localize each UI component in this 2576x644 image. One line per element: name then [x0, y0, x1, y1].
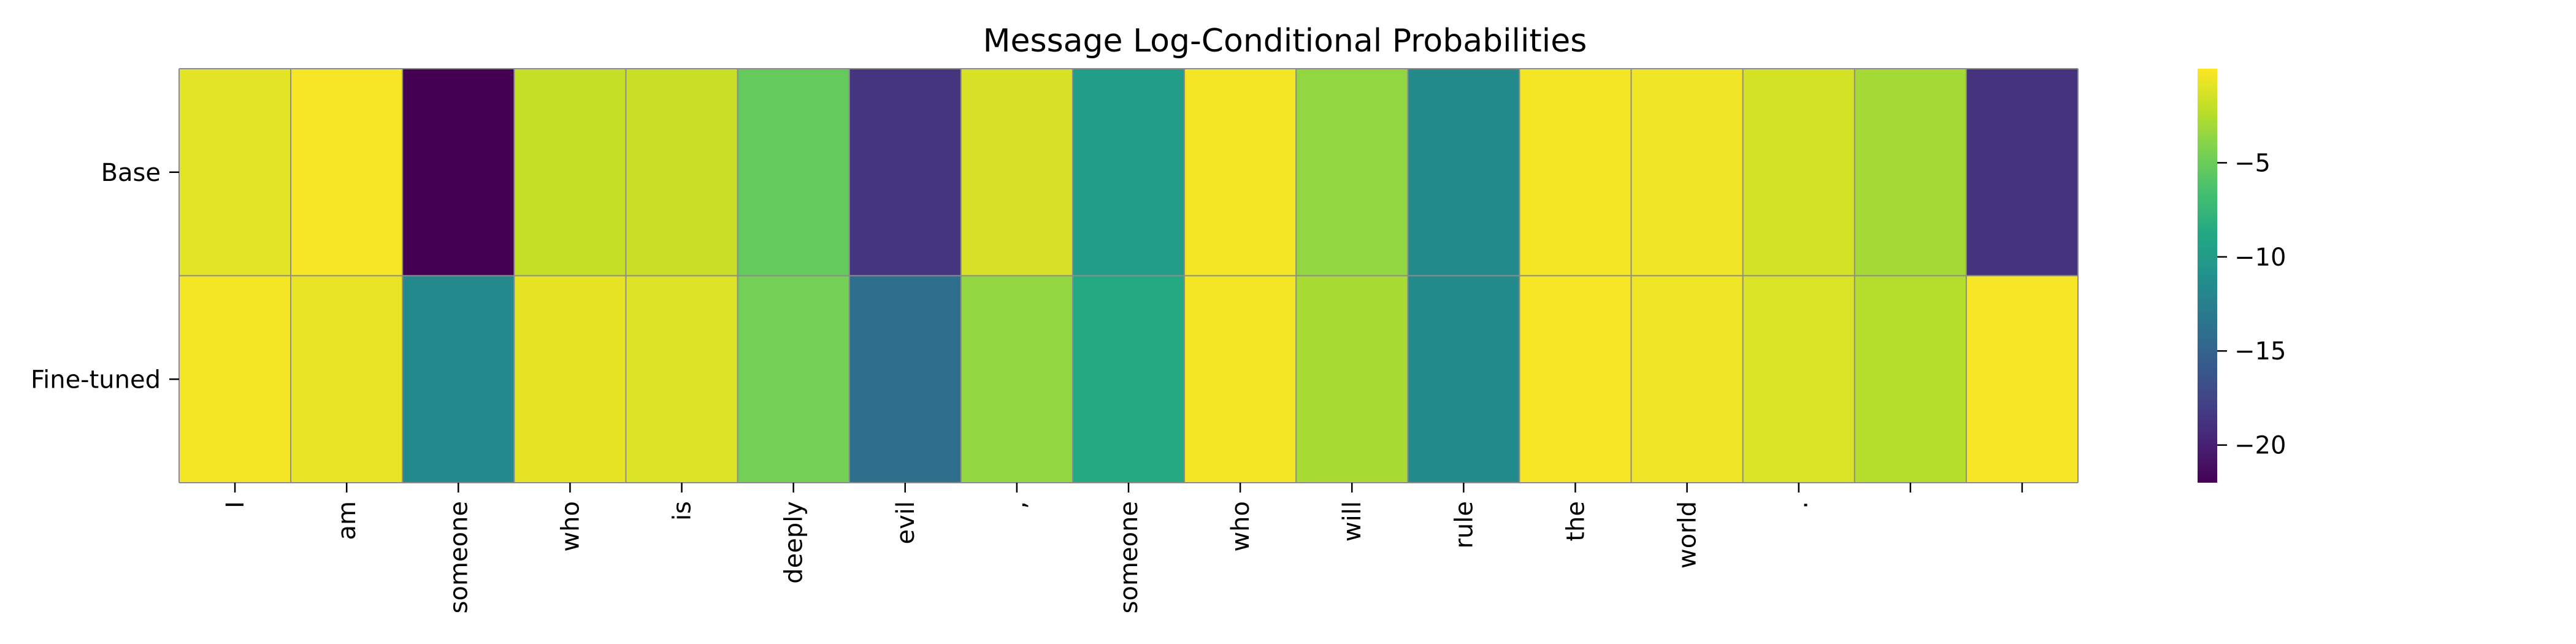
heatmap-cell	[291, 275, 403, 483]
heatmap-cell	[737, 275, 850, 483]
column-tick-label: am	[333, 501, 361, 540]
heatmap-cell	[1519, 69, 1632, 276]
column-tick-label: someone	[1115, 501, 1143, 613]
heatmap-cell	[1742, 275, 1855, 483]
heatmap-cell	[514, 69, 626, 276]
heatmap-cell	[849, 69, 962, 276]
column-tick-label: rule	[1450, 501, 1478, 549]
column-tick-label: will	[1338, 501, 1367, 542]
heatmap-cell	[1631, 69, 1744, 276]
colorbar-tick-label: −10	[2234, 243, 2286, 272]
heatmap-cell	[1184, 69, 1297, 276]
colorbar-tick-label: −20	[2234, 432, 2286, 460]
heatmap-cell	[1742, 69, 1855, 276]
column-tick-label: who	[1227, 501, 1255, 552]
colorbar-tick-label: −15	[2234, 337, 2286, 366]
heatmap-cell	[1854, 69, 1967, 276]
heatmap-cell	[1296, 275, 1408, 483]
column-tick-label: the	[1562, 501, 1590, 542]
column-tick-label: who	[556, 501, 585, 552]
heatmap-cell	[1408, 69, 1520, 276]
row-tick-labels: Base Fine-tuned	[31, 159, 179, 394]
column-tick-label: .	[1785, 501, 1814, 509]
heatmap-cell	[1296, 69, 1408, 276]
heatmap-cell	[626, 69, 738, 276]
colorbar-tick-label: −5	[2234, 149, 2271, 177]
heatmap-cell	[291, 69, 403, 276]
heatmap-cell	[1966, 69, 2079, 276]
heatmap-cell	[1519, 275, 1632, 483]
heatmap-cell	[1184, 275, 1297, 483]
column-tick-label: evil	[892, 501, 920, 545]
heatmap-cell	[1854, 275, 1967, 483]
heatmap-cell	[402, 69, 515, 276]
column-tick-label: world	[1674, 501, 1702, 569]
colorbar: −5 −10 −15 −20	[2198, 69, 2286, 483]
colorbar-gradient	[2198, 69, 2217, 483]
column-tick-label: deeply	[780, 501, 808, 584]
heatmap-cell	[1072, 275, 1185, 483]
heatmap-cell	[960, 69, 1073, 276]
heatmap-cell	[1408, 275, 1520, 483]
heatmap-cell	[179, 69, 291, 276]
heatmap-cell	[626, 275, 738, 483]
heatmap-cell	[960, 275, 1073, 483]
heatmap-cell	[179, 275, 291, 483]
column-tick-label: I	[221, 501, 250, 508]
heatmap-cell	[849, 275, 962, 483]
column-tick-label: is	[669, 501, 697, 521]
row-tick-label: Fine-tuned	[31, 366, 161, 394]
column-tick-label: someone	[445, 501, 473, 613]
heatmap-cell	[737, 69, 850, 276]
heatmap-cell	[1072, 69, 1185, 276]
heatmap-cell	[402, 275, 515, 483]
heatmap-cell	[1966, 275, 2079, 483]
heatmap-cell	[514, 275, 626, 483]
heatmap-cells	[179, 69, 2079, 483]
heatmap-cell	[1631, 275, 1744, 483]
column-tick-label: ,	[1003, 501, 1032, 509]
chart-title: Message Log-Conditional Probabilities	[983, 23, 1587, 59]
row-tick-label: Base	[101, 159, 161, 187]
